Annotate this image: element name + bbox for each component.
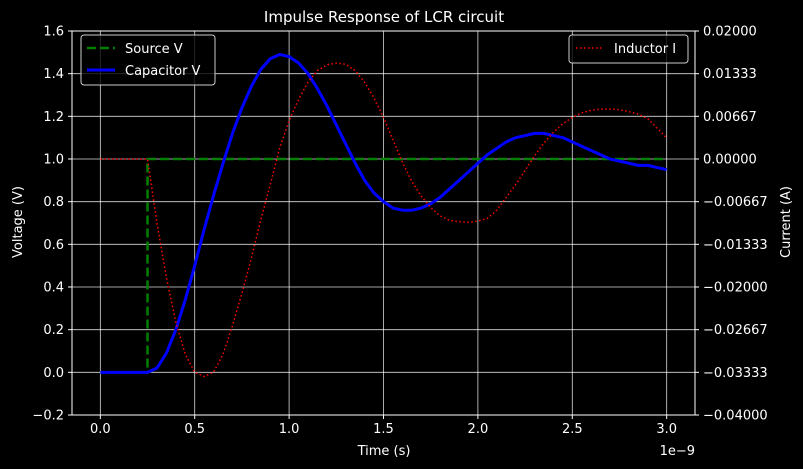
y2-tick-label: 0.00667 <box>703 110 757 125</box>
y-tick-label: −0.2 <box>32 409 64 424</box>
legend-capacitor-v-label: Capacitor V <box>125 64 201 79</box>
x-tick-label: 3.0 <box>656 422 677 437</box>
x-offset-label: 1e−9 <box>660 444 695 459</box>
x-tick-label: 1.5 <box>373 422 394 437</box>
y2-tick-label: −0.01333 <box>703 238 768 253</box>
y2-tick-label: −0.02667 <box>703 323 768 338</box>
x-axis-label: Time (s) <box>357 444 411 459</box>
y2-tick-label: 0.02000 <box>703 25 757 40</box>
legend-left: Source V Capacitor V <box>80 34 216 86</box>
y2-tick-label: −0.00667 <box>703 195 768 210</box>
y-tick-label: 1.4 <box>43 67 64 82</box>
y-tick-label: 1.2 <box>43 110 64 125</box>
y-tick-label: 1.6 <box>43 25 64 40</box>
y2-tick-label: −0.02000 <box>703 281 768 296</box>
legend-right-box <box>568 34 689 64</box>
source-v-line <box>100 157 667 374</box>
y2-tick-label: −0.04000 <box>703 409 768 424</box>
capacitor-v-line <box>100 52 668 374</box>
y-tick-label: 0.2 <box>43 323 64 338</box>
axis-ticks: 0.0 0.5 1.0 1.5 2.0 2.5 3.0 −0.2 0.0 0.2 0.4 0.6 0.8… <box>32 25 767 438</box>
legend-inductor-i-label: Inductor I <box>614 42 676 57</box>
y-axis-label: Voltage (V) <box>11 186 26 258</box>
y2-tick-label: 0.00000 <box>703 153 757 168</box>
x-tick-label: 0.0 <box>90 422 111 437</box>
x-tick-label: 2.0 <box>468 422 489 437</box>
y-tick-label: 0.6 <box>43 238 64 253</box>
legend-right: Inductor I <box>568 34 689 64</box>
y2-axis-label: Current (A) <box>779 186 794 258</box>
data-series <box>100 52 668 378</box>
chart-title: Impulse Response of LCR circuit <box>264 8 504 26</box>
y-tick-label: 0.4 <box>43 281 64 296</box>
y-tick-label: 1.0 <box>43 153 64 168</box>
x-tick-label: 0.5 <box>184 422 205 437</box>
y-tick-label: 0.0 <box>43 366 64 381</box>
x-tick-label: 2.5 <box>562 422 583 437</box>
x-tick-label: 1.0 <box>279 422 300 437</box>
y-tick-label: 0.8 <box>43 195 64 210</box>
y2-tick-label: −0.03333 <box>703 366 768 381</box>
inductor-i-line <box>100 62 668 378</box>
legend-source-v-label: Source V <box>125 42 183 57</box>
y2-tick-label: 0.01333 <box>703 67 757 82</box>
